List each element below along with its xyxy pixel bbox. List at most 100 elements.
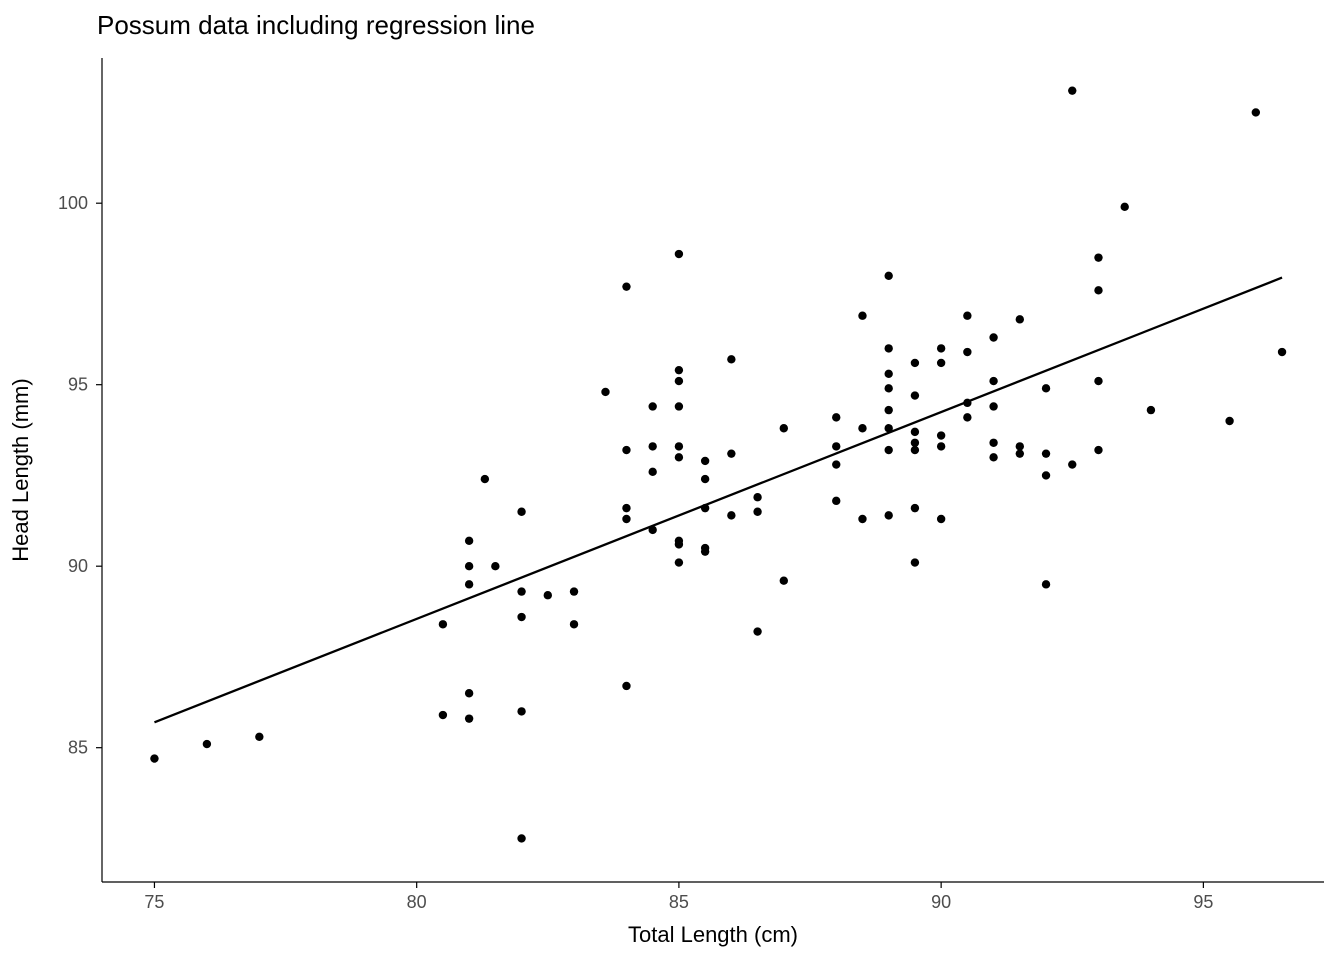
- scatter-point: [675, 402, 683, 410]
- scatter-point: [937, 359, 945, 367]
- x-tick-label: 90: [931, 892, 951, 912]
- scatter-point: [701, 544, 709, 552]
- chart-title: Possum data including regression line: [97, 10, 535, 40]
- scatter-point: [648, 402, 656, 410]
- scatter-point: [622, 515, 630, 523]
- scatter-point: [727, 511, 735, 519]
- scatter-point: [911, 359, 919, 367]
- x-tick-label: 85: [669, 892, 689, 912]
- y-tick-label: 90: [68, 556, 88, 576]
- scatter-point: [911, 504, 919, 512]
- scatter-point: [675, 366, 683, 374]
- scatter-point: [989, 377, 997, 385]
- y-tick-label: 100: [58, 193, 88, 213]
- scatter-point: [675, 540, 683, 548]
- scatter-point: [517, 834, 525, 842]
- scatter-point: [989, 453, 997, 461]
- scatter-point: [858, 312, 866, 320]
- scatter-point: [465, 714, 473, 722]
- scatter-point: [570, 587, 578, 595]
- scatter-point: [963, 312, 971, 320]
- scatter-point: [1016, 442, 1024, 450]
- scatter-point: [989, 333, 997, 341]
- scatter-point: [648, 468, 656, 476]
- scatter-point: [675, 377, 683, 385]
- scatter-point: [439, 711, 447, 719]
- scatter-point: [622, 446, 630, 454]
- scatter-point: [937, 431, 945, 439]
- scatter-point: [937, 344, 945, 352]
- scatter-point: [884, 344, 892, 352]
- scatter-point: [1016, 449, 1024, 457]
- scatter-point: [884, 511, 892, 519]
- scatter-point: [911, 391, 919, 399]
- scatter-point: [780, 424, 788, 432]
- scatter-point: [701, 504, 709, 512]
- y-tick-label: 95: [68, 375, 88, 395]
- scatter-point: [1068, 86, 1076, 94]
- scatter-point: [780, 577, 788, 585]
- scatter-point: [963, 348, 971, 356]
- chart-background: [0, 0, 1344, 960]
- scatter-point: [622, 282, 630, 290]
- scatter-point: [989, 439, 997, 447]
- scatter-point: [989, 402, 997, 410]
- scatter-point: [911, 446, 919, 454]
- scatter-point: [1094, 286, 1102, 294]
- scatter-point: [622, 504, 630, 512]
- scatter-point: [1094, 253, 1102, 261]
- scatter-point: [701, 457, 709, 465]
- scatter-point: [963, 413, 971, 421]
- scatter-chart: Possum data including regression line758…: [0, 0, 1344, 960]
- scatter-point: [648, 442, 656, 450]
- scatter-point: [858, 424, 866, 432]
- scatter-point: [1042, 580, 1050, 588]
- scatter-point: [911, 439, 919, 447]
- y-tick-label: 85: [68, 738, 88, 758]
- x-axis-label: Total Length (cm): [628, 922, 798, 947]
- scatter-point: [701, 475, 709, 483]
- scatter-point: [832, 413, 840, 421]
- scatter-point: [481, 475, 489, 483]
- scatter-point: [465, 537, 473, 545]
- scatter-point: [601, 388, 609, 396]
- scatter-point: [884, 370, 892, 378]
- scatter-point: [517, 508, 525, 516]
- scatter-point: [1042, 384, 1050, 392]
- x-tick-label: 95: [1193, 892, 1213, 912]
- scatter-point: [963, 399, 971, 407]
- y-axis-label: Head Length (mm): [8, 378, 33, 561]
- scatter-point: [727, 355, 735, 363]
- scatter-point: [1094, 377, 1102, 385]
- scatter-point: [937, 442, 945, 450]
- scatter-point: [465, 562, 473, 570]
- scatter-point: [858, 515, 866, 523]
- scatter-point: [544, 591, 552, 599]
- scatter-point: [911, 558, 919, 566]
- scatter-point: [1016, 315, 1024, 323]
- scatter-point: [203, 740, 211, 748]
- scatter-point: [1121, 203, 1129, 211]
- scatter-point: [622, 682, 630, 690]
- scatter-point: [1042, 471, 1050, 479]
- scatter-point: [439, 620, 447, 628]
- scatter-point: [884, 272, 892, 280]
- scatter-point: [884, 406, 892, 414]
- scatter-point: [1147, 406, 1155, 414]
- scatter-point: [675, 250, 683, 258]
- scatter-point: [884, 446, 892, 454]
- x-tick-label: 80: [407, 892, 427, 912]
- scatter-point: [517, 587, 525, 595]
- scatter-point: [884, 424, 892, 432]
- scatter-point: [517, 707, 525, 715]
- scatter-point: [911, 428, 919, 436]
- scatter-point: [517, 613, 525, 621]
- scatter-point: [255, 733, 263, 741]
- scatter-point: [1042, 449, 1050, 457]
- scatter-point: [753, 627, 761, 635]
- scatter-point: [465, 580, 473, 588]
- scatter-point: [570, 620, 578, 628]
- scatter-point: [1068, 460, 1076, 468]
- scatter-point: [832, 460, 840, 468]
- scatter-point: [832, 442, 840, 450]
